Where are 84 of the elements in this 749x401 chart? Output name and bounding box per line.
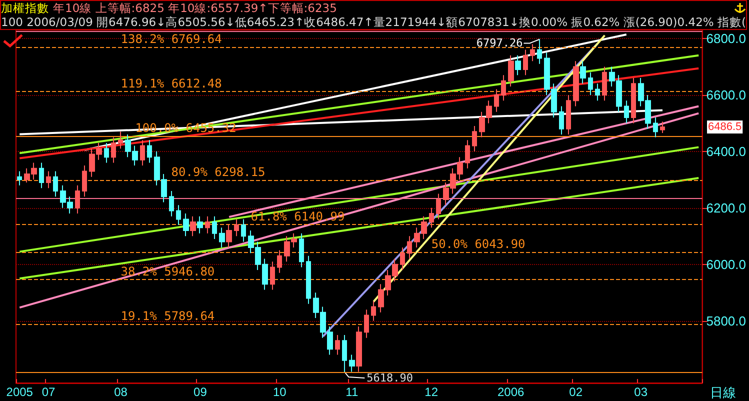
candlestick [241,218,246,242]
candlestick [508,54,514,87]
candlestick [212,216,217,240]
candlestick [342,334,347,373]
y-tick-label: 6800.0 [706,30,746,46]
x-tick-label: 12 [424,385,438,399]
y-tick-label: 6400.0 [706,144,746,159]
x-tick-label: 07 [42,385,56,399]
candlestick [219,227,225,248]
candlestick [653,117,658,138]
candlestick [190,216,196,237]
candlestick [530,44,535,62]
candlestick [46,170,51,189]
chart-title: 加權指數 [1,1,49,15]
candlestick [660,121,665,134]
candlestick [335,334,340,356]
candlestick [140,140,145,166]
candlestick [537,38,542,64]
x-axis-title: 日線 [710,385,736,400]
ref-line-label: 19.1% 5789.64 [120,308,215,323]
x-tick-label: 09 [194,385,208,399]
y-tick-label: 6600.0 [706,87,746,102]
candlestick [226,224,232,248]
candlestick [234,218,239,237]
candlestick [429,207,434,228]
candlestick [82,165,87,198]
candlestick [573,60,579,107]
candlestick [111,136,116,164]
candlestick [169,190,174,217]
candlestick [205,216,210,234]
text: 6486.5 [708,121,742,134]
candlestick [494,88,499,112]
x-tick-label: 03 [634,385,648,399]
ref-line-label: 138.2% 6769.64 [120,32,222,46]
text: 100 2006/03/09 開6476.96↓高6505.56↓低6465.23↑收6486.47↑量2171944↓額6707831↓換0.00% 振0.62% 漲(26.90)0.42% 指數( [1,15,746,29]
x-tick-label: 11 [346,385,358,399]
y-tick-label: 6200.0 [706,200,746,216]
candlestick [75,184,80,214]
candlestick [580,60,586,84]
annotation: 5618.90 [366,372,414,385]
candlestick [17,170,22,186]
candlestick [566,94,571,135]
candlestick [602,66,607,102]
candlestick [364,309,369,338]
candlestick [53,170,58,198]
ref-line-label: 119.1% 6612.48 [120,76,222,90]
candlestick [299,232,304,268]
annotation: 6797.26 [476,36,523,50]
candlestick [595,83,600,102]
candlestick [515,54,521,76]
candlestick [436,193,441,220]
candlestick [39,162,44,189]
candlestick [356,326,362,372]
y-tick-label: 5800.0 [706,313,746,328]
ref-line-label: 50.0% 6043.90 [431,236,526,251]
y-tick-label: 6000.0 [706,256,746,272]
candlestick [349,354,355,372]
candlestick [197,216,203,234]
candlestick [183,213,189,237]
candlestick [400,246,405,271]
candlestick [523,49,528,76]
candlestick [472,126,477,152]
candlestick [465,140,470,169]
ref-line-label: 80.9% 6298.15 [171,165,266,180]
candlestick [176,204,181,226]
x-tick-label: 08 [114,385,128,399]
x-tick-label: 10 [272,385,287,399]
candlestick [371,300,376,322]
candlestick [588,72,593,96]
candlestick [277,250,282,274]
candlestick [104,142,109,164]
candlestick [407,236,412,260]
candlestick [306,255,311,304]
candlestick [118,131,123,150]
candlestick [559,106,564,135]
candlestick [147,140,152,164]
candlestick [270,261,275,290]
candlestick [624,100,629,124]
x-tick-label: 2005 [6,385,34,399]
candlestick [631,78,636,124]
chart-subtitle: 年10線 上等幅:6825 年10線:6557.39↑下等幅:6235 [53,1,337,15]
x-tick-label: 02 [569,385,583,399]
candlestick [501,74,506,102]
x-tick-label: 2006 [497,385,524,399]
